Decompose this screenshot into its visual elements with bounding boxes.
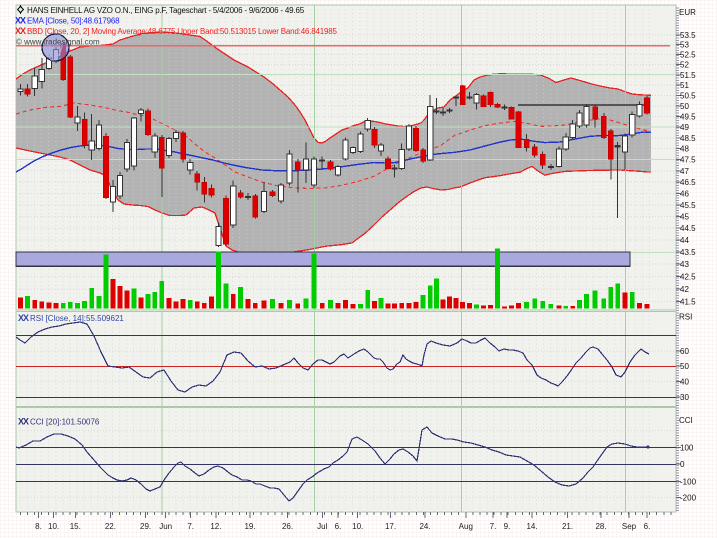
svg-text:HANS EINHELL AG VZO O.N., EING: HANS EINHELL AG VZO O.N., EING p.F, Tage… — [27, 6, 305, 15]
svg-text:46.5: 46.5 — [680, 178, 696, 187]
svg-text:Sep: Sep — [622, 522, 637, 531]
svg-text:12.: 12. — [210, 522, 221, 531]
svg-text:40: 40 — [680, 378, 689, 387]
svg-text:Jul: Jul — [317, 522, 327, 531]
svg-text:15.: 15. — [70, 522, 81, 531]
svg-text:7.: 7. — [187, 522, 194, 531]
svg-text:24.: 24. — [419, 522, 430, 531]
svg-text:43: 43 — [680, 260, 689, 269]
svg-text:EUR: EUR — [679, 8, 696, 17]
svg-text:41.5: 41.5 — [680, 297, 696, 306]
svg-text:42.5: 42.5 — [680, 272, 696, 281]
svg-text:XX: XX — [15, 16, 26, 26]
svg-text:26.: 26. — [282, 522, 293, 531]
svg-text:CCI [20]:101.50076: CCI [20]:101.50076 — [30, 418, 100, 427]
svg-text:50: 50 — [680, 362, 689, 371]
svg-text:50: 50 — [680, 102, 689, 111]
svg-text:48.5: 48.5 — [680, 134, 696, 143]
svg-text:21.: 21. — [562, 522, 573, 531]
svg-text:100: 100 — [680, 444, 694, 453]
svg-text:45: 45 — [680, 212, 689, 221]
svg-text:0: 0 — [680, 460, 685, 469]
svg-text:Jun: Jun — [159, 522, 172, 531]
svg-text:45.5: 45.5 — [680, 201, 696, 210]
svg-text:47.5: 47.5 — [680, 156, 696, 165]
svg-text:51.5: 51.5 — [680, 71, 696, 80]
svg-text:10.: 10. — [48, 522, 59, 531]
svg-text:52.5: 52.5 — [680, 51, 696, 60]
svg-text:8.: 8. — [35, 522, 42, 531]
svg-text:RSI [Close, 14]:55.509621: RSI [Close, 14]:55.509621 — [30, 314, 124, 323]
svg-text:CCI: CCI — [679, 416, 693, 425]
svg-text:© www.tradesignal.com: © www.tradesignal.com — [16, 38, 100, 47]
svg-text:46: 46 — [680, 189, 689, 198]
svg-text:XX: XX — [15, 26, 26, 36]
svg-text:44.5: 44.5 — [680, 224, 696, 233]
svg-text:43.5: 43.5 — [680, 248, 696, 257]
svg-text:14.: 14. — [526, 522, 537, 531]
svg-text:49.5: 49.5 — [680, 112, 696, 121]
svg-text:53: 53 — [680, 41, 689, 50]
svg-text:49: 49 — [680, 123, 689, 132]
svg-text:53.5: 53.5 — [680, 31, 696, 40]
svg-text:6.: 6. — [335, 522, 342, 531]
svg-text:42: 42 — [680, 285, 689, 294]
svg-text:50.5: 50.5 — [680, 91, 696, 100]
svg-text:Aug: Aug — [459, 522, 473, 531]
svg-text:44: 44 — [680, 236, 689, 245]
svg-text:52: 52 — [680, 61, 689, 70]
svg-text:RSI: RSI — [679, 313, 692, 322]
svg-text:28.: 28. — [595, 522, 606, 531]
svg-text:30: 30 — [680, 393, 689, 402]
svg-text:XX: XX — [18, 417, 29, 427]
svg-text:6.: 6. — [644, 522, 651, 531]
svg-text:19.: 19. — [244, 522, 255, 531]
svg-text:10.: 10. — [352, 522, 363, 531]
svg-text:9.: 9. — [504, 522, 511, 531]
svg-text:-200: -200 — [680, 494, 697, 503]
svg-text:BBD [Close, 20, 2] Moving Aver: BBD [Close, 20, 2] Moving Average:48.677… — [27, 27, 337, 36]
svg-text:47: 47 — [680, 167, 689, 176]
svg-text:29.: 29. — [140, 522, 151, 531]
svg-text:-100: -100 — [680, 478, 697, 487]
svg-text:17.: 17. — [385, 522, 396, 531]
svg-text:48: 48 — [680, 145, 689, 154]
svg-text:60: 60 — [680, 347, 689, 356]
svg-text:XX: XX — [18, 313, 29, 323]
svg-text:51: 51 — [680, 81, 689, 90]
svg-text:7.: 7. — [490, 522, 497, 531]
svg-text:22.: 22. — [105, 522, 116, 531]
svg-text:EMA [Close, 50]:48.617968: EMA [Close, 50]:48.617968 — [27, 17, 120, 26]
